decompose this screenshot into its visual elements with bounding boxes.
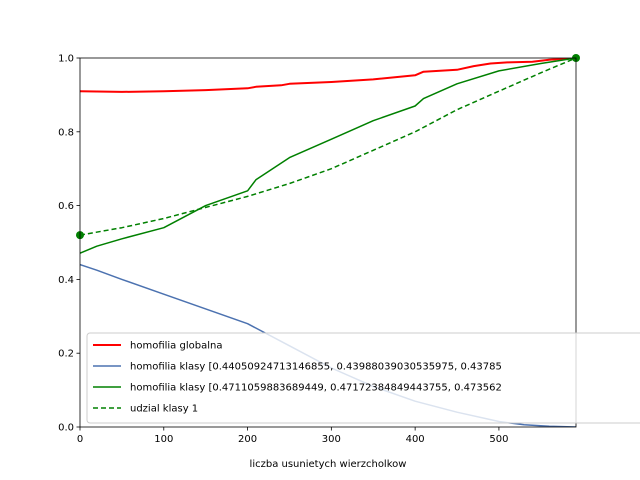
legend-entry: homofilia klasy [0.44050924713146855, 0.… xyxy=(130,362,502,373)
legend-entry: udzial klasy 1 xyxy=(130,404,198,415)
y-tick-label: 0.8 xyxy=(58,127,74,138)
y-tick-label: 0.2 xyxy=(58,349,74,360)
plot-frame xyxy=(79,57,577,428)
y-tick-label: 0.6 xyxy=(58,201,74,212)
series-line-3 xyxy=(80,58,576,254)
y-tick-label: 0.4 xyxy=(58,275,74,286)
legend: homofilia globalna homofilia klasy [0.440… xyxy=(86,332,640,424)
legend-entry: homofilia klasy [0.4711059883689449, 0.4… xyxy=(130,383,502,394)
x-tick-label: 200 xyxy=(238,434,257,445)
x-tick-label: 400 xyxy=(406,434,425,445)
legend-entry: homofilia globalna xyxy=(130,341,222,352)
x-tick-label: 300 xyxy=(322,434,341,445)
x-axis-label: liczba usunietych wierzcholkow xyxy=(250,459,407,470)
y-axis-ticks: 0.0 0.2 0.4 0.6 0.8 1.0 xyxy=(58,54,80,434)
x-tick-label: 500 xyxy=(489,434,508,445)
legend-box xyxy=(86,332,640,424)
y-tick-label: 0.0 xyxy=(58,423,74,434)
series-line-4 xyxy=(80,58,576,236)
x-tick-label: 100 xyxy=(154,434,173,445)
x-axis-ticks: 0 100 200 300 400 500 xyxy=(77,427,508,445)
x-tick-label: 0 xyxy=(77,434,83,445)
series-line-1 xyxy=(80,58,576,93)
y-tick-label: 1.0 xyxy=(58,54,74,65)
